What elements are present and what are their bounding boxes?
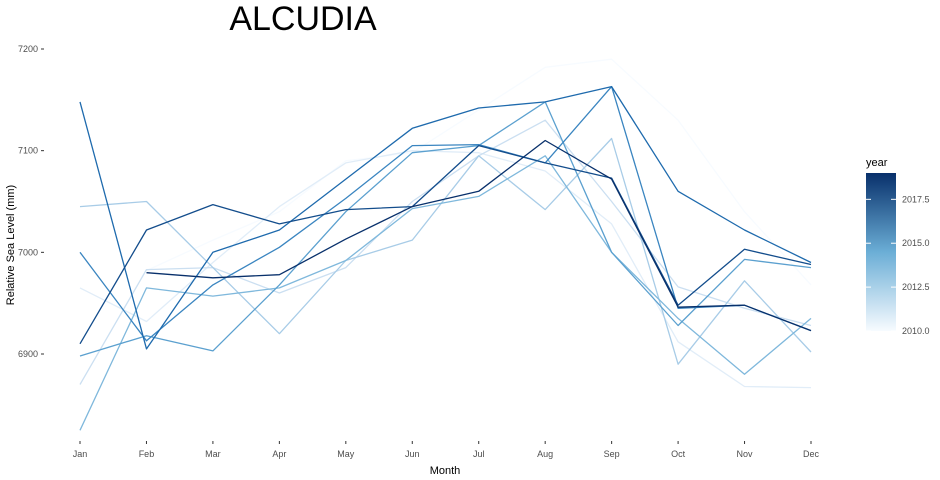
y-axis-title: Relative Sea Level (mm) xyxy=(5,185,17,305)
series-line-2019 xyxy=(146,139,812,332)
series-line-2015 xyxy=(79,101,812,357)
series-line-2010 xyxy=(146,58,812,286)
x-axis: Jan Feb Mar Apr May Jun Jul Aug Sep Oct Nov Dec xyxy=(73,441,820,459)
x-tick-label: Aug xyxy=(537,449,553,459)
y-tick-label: 7000 xyxy=(18,247,38,257)
legend-ticks: 2010.0 2012.5 2015.0 2017.5 xyxy=(866,194,930,336)
x-axis-title: Month xyxy=(430,465,461,477)
x-tick-label: Dec xyxy=(803,449,820,459)
x-tick-label: May xyxy=(337,449,355,459)
x-tick-label: Nov xyxy=(737,449,754,459)
legend: year 2010.0 2012.5 2015.0 2017.5 xyxy=(866,157,930,336)
x-tick-label: Oct xyxy=(671,449,686,459)
y-tick-label: 7200 xyxy=(18,44,38,54)
x-tick-label: Sep xyxy=(604,449,620,459)
x-tick-label: Mar xyxy=(205,449,221,459)
series-line-2017 xyxy=(79,85,812,350)
legend-tick-label: 2012.5 xyxy=(902,282,930,292)
series-lines xyxy=(79,58,812,431)
series-line-2011 xyxy=(79,150,812,389)
legend-colorbar xyxy=(866,173,896,331)
legend-tick-label: 2015.0 xyxy=(902,238,930,248)
series-line-2018 xyxy=(79,144,812,345)
x-tick-label: Jun xyxy=(405,449,420,459)
legend-title: year xyxy=(866,157,888,169)
series-line-2013 xyxy=(79,137,812,365)
x-tick-label: Jan xyxy=(73,449,88,459)
chart-title: ALCUDIA xyxy=(229,0,377,38)
legend-tick-label: 2010.0 xyxy=(902,326,930,336)
legend-tick-label: 2017.5 xyxy=(902,194,930,204)
series-line-2012 xyxy=(79,119,812,385)
x-tick-label: Apr xyxy=(272,449,286,459)
y-tick-label: 6900 xyxy=(18,349,38,359)
series-line-2016 xyxy=(79,85,812,342)
y-tick-label: 7100 xyxy=(18,146,38,156)
y-axis: 6900 7000 7100 7200 xyxy=(18,44,44,359)
x-tick-label: Feb xyxy=(139,449,155,459)
x-tick-label: Jul xyxy=(473,449,485,459)
